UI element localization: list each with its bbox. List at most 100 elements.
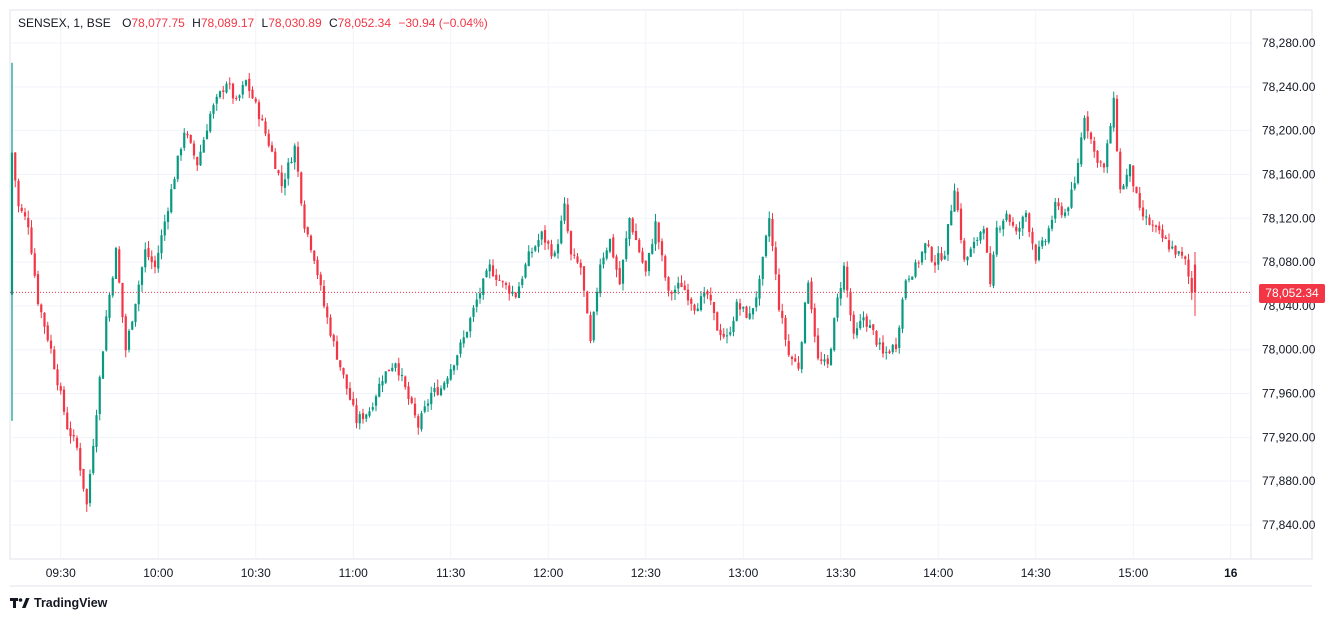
candle-body [368, 411, 371, 416]
candle-body [966, 256, 969, 261]
candle [849, 288, 852, 322]
candle [56, 364, 59, 391]
candle-body [1119, 151, 1122, 190]
candle-body [742, 306, 745, 309]
candle [537, 233, 540, 253]
candle-body [215, 96, 218, 104]
candle-body [553, 252, 556, 257]
x-tick-label: 10:00 [143, 566, 173, 580]
candle [742, 306, 745, 313]
candle [998, 225, 1002, 233]
candle [1008, 213, 1011, 226]
candle [1154, 224, 1158, 233]
axes: 77,840.00 77,880.00 77,920.00 77,960.00 78,0… [46, 36, 1316, 580]
candle [144, 242, 147, 273]
candle [517, 281, 521, 299]
candle-body [517, 286, 521, 298]
candle [771, 213, 774, 252]
candle [1031, 227, 1034, 250]
candle [118, 246, 121, 284]
candle-body [1128, 164, 1132, 177]
candle [469, 316, 472, 338]
candle [589, 311, 592, 344]
candle-body [358, 414, 361, 424]
candle [257, 99, 261, 127]
candle-body [1063, 212, 1067, 216]
candle-body [998, 228, 1002, 230]
candle-body [381, 381, 384, 386]
candle-body [738, 303, 742, 310]
candle [829, 347, 833, 366]
candle [1187, 253, 1190, 285]
candle [1122, 183, 1125, 190]
candle-body [527, 251, 530, 266]
candle [985, 227, 989, 253]
candle [267, 129, 270, 148]
candle [1047, 225, 1050, 245]
candle [131, 320, 134, 331]
candle [1083, 115, 1086, 141]
y-tick-label: 78,240.00 [1262, 80, 1316, 94]
candle [358, 411, 361, 430]
candle [212, 103, 215, 119]
candle-body [1138, 193, 1141, 208]
candle-body [241, 85, 244, 95]
candle-body [1083, 117, 1086, 139]
candle [839, 281, 842, 306]
candle [911, 276, 914, 280]
candle [1164, 235, 1167, 240]
candle-body [972, 241, 976, 249]
candle-body [231, 83, 235, 99]
candle-body [634, 230, 638, 241]
candle-body [1002, 220, 1005, 230]
candle-body [1167, 240, 1171, 250]
candle [283, 173, 287, 196]
candle [787, 334, 790, 358]
candle-body [690, 298, 693, 304]
candle [264, 117, 267, 137]
candle-body [192, 143, 196, 156]
tradingview-brand[interactable]: TradingView [10, 596, 107, 610]
candle-body [543, 230, 547, 243]
candle-body [66, 412, 69, 429]
candle-body [787, 341, 790, 356]
candle-body [306, 227, 309, 235]
candle [20, 203, 23, 213]
candle-body [595, 291, 599, 312]
candle [309, 234, 313, 253]
candle [251, 86, 254, 99]
candle-body [712, 302, 716, 314]
candle [166, 207, 170, 230]
x-tick-label: 10:30 [241, 566, 271, 580]
candle [953, 183, 956, 212]
candle-body [784, 317, 787, 340]
candle-body [521, 278, 524, 286]
candle [293, 143, 296, 170]
candle [560, 215, 563, 245]
candle [1021, 215, 1024, 236]
candle [72, 429, 75, 442]
candle-body [121, 282, 124, 318]
candle [712, 301, 716, 321]
candle-body [917, 262, 920, 264]
candle-body [20, 207, 23, 212]
candle [667, 276, 670, 297]
candle-body [732, 320, 735, 333]
candle-body [1050, 219, 1054, 229]
candle [417, 413, 420, 435]
candle-body [62, 389, 66, 412]
x-tick-label: 09:30 [46, 566, 76, 580]
candle [660, 238, 664, 262]
candle-body [131, 321, 134, 330]
candle-body [813, 307, 816, 337]
candle-body [1184, 256, 1187, 259]
candle-body [1177, 251, 1180, 254]
candle [173, 176, 176, 190]
legend-symbol: SENSEX, 1, BSE [18, 16, 111, 30]
candle-body [969, 248, 972, 257]
candle-body [644, 260, 647, 272]
candle-body [280, 172, 283, 187]
candle-body [833, 318, 836, 351]
